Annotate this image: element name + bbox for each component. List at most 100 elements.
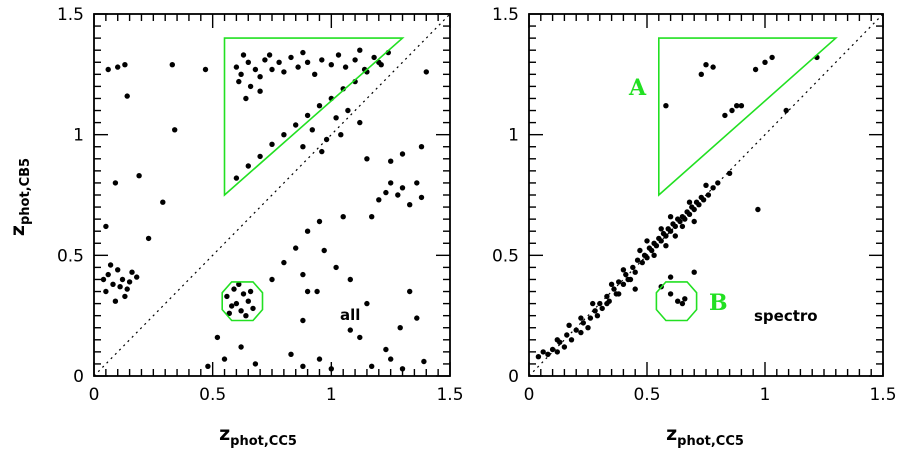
data-point <box>321 247 327 254</box>
data-point <box>399 366 406 372</box>
data-point <box>573 327 579 333</box>
data-point <box>328 61 334 68</box>
right-y-tick-label: 1.5 <box>492 5 519 25</box>
data-point <box>388 180 394 186</box>
data-point <box>698 71 704 78</box>
data-point <box>407 202 413 208</box>
data-point <box>554 349 560 355</box>
data-point <box>300 271 306 278</box>
data-point <box>316 218 323 225</box>
data-point <box>357 47 363 53</box>
data-point <box>236 281 242 287</box>
right-x-axis-label: zphot,CC5 <box>666 423 744 449</box>
data-point <box>585 325 591 331</box>
data-point <box>100 276 107 283</box>
left-x-tick-label: 1 <box>326 385 337 405</box>
left-x-axis-label: zphot,CC5 <box>219 423 297 449</box>
right-region-a-outline <box>657 37 838 197</box>
data-point <box>333 115 339 121</box>
data-point <box>257 74 263 80</box>
data-point <box>369 214 375 220</box>
data-point <box>414 315 420 321</box>
data-point <box>679 223 686 230</box>
data-point <box>250 305 256 312</box>
data-point <box>616 291 622 297</box>
data-point <box>783 107 789 114</box>
data-point <box>383 346 389 353</box>
data-point <box>338 132 344 138</box>
data-point <box>755 206 761 213</box>
data-point <box>738 103 745 109</box>
data-point <box>293 245 299 251</box>
left-x-tick-label: 0 <box>89 385 100 405</box>
right-x-tick-label: 0 <box>524 385 535 405</box>
data-point <box>672 233 678 239</box>
data-point <box>304 112 311 119</box>
data-point <box>644 238 650 244</box>
data-point <box>126 279 133 285</box>
left-points <box>100 47 429 372</box>
data-point <box>107 262 114 268</box>
data-point <box>679 300 686 307</box>
data-point <box>604 300 610 307</box>
data-point <box>418 194 425 201</box>
data-point <box>300 317 306 324</box>
data-point <box>357 334 363 341</box>
data-point <box>587 315 594 321</box>
data-point <box>340 214 346 220</box>
right-one-to-one-line <box>528 13 884 377</box>
data-point <box>304 59 311 65</box>
data-point <box>399 151 406 157</box>
data-point <box>122 293 128 300</box>
data-point <box>300 363 306 369</box>
data-point <box>734 103 740 109</box>
data-point <box>233 64 240 70</box>
data-point <box>300 144 306 150</box>
data-point <box>202 66 209 73</box>
data-point <box>578 315 584 321</box>
data-point <box>722 112 728 119</box>
data-point <box>245 163 251 169</box>
data-point <box>388 158 394 164</box>
data-point <box>172 127 178 133</box>
data-point <box>288 351 294 357</box>
data-point <box>304 288 311 295</box>
data-point <box>281 259 287 266</box>
data-point <box>269 66 275 73</box>
data-point <box>658 226 664 232</box>
data-point <box>124 286 130 292</box>
data-point <box>345 107 351 114</box>
right-y-tick-label: 1 <box>508 126 519 146</box>
right-x-tick-label: 1.5 <box>869 385 896 405</box>
data-point <box>691 218 697 225</box>
right-y-tick-label: 0 <box>508 367 519 387</box>
data-point <box>686 211 693 217</box>
data-point <box>594 313 601 319</box>
left-x-tick-label: 0.5 <box>199 385 226 405</box>
data-point <box>110 281 116 287</box>
data-point <box>383 189 389 196</box>
data-point <box>304 228 311 234</box>
left-y-tick-label: 1 <box>73 126 84 146</box>
data-point <box>105 271 111 278</box>
data-point <box>418 144 425 150</box>
data-point <box>627 276 634 283</box>
data-point <box>119 276 126 283</box>
data-point <box>561 344 568 350</box>
data-point <box>243 95 249 102</box>
right-y-tick-label: 0.5 <box>492 246 519 266</box>
left-region-a-outline <box>223 37 405 197</box>
data-point <box>205 363 211 369</box>
data-point <box>238 344 244 350</box>
data-point <box>312 71 318 78</box>
data-point <box>247 83 254 90</box>
data-point <box>644 255 650 261</box>
data-point <box>238 308 244 314</box>
data-point <box>124 93 130 99</box>
data-point <box>134 274 140 280</box>
data-point <box>752 66 759 73</box>
data-point <box>229 303 235 309</box>
data-point <box>300 49 306 56</box>
data-point <box>342 64 349 70</box>
